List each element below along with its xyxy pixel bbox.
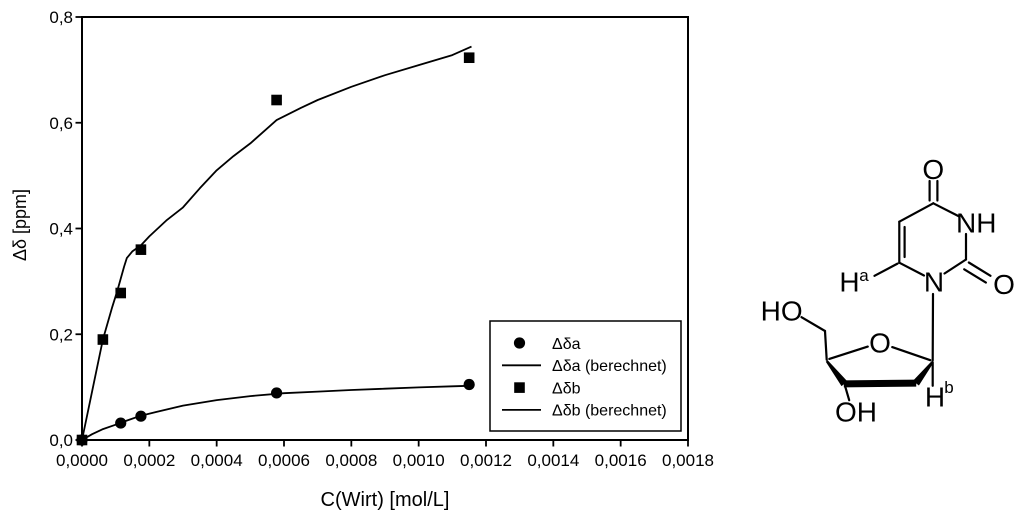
atom-label-ring-o: O (869, 327, 891, 358)
bond-c2-o-double-2 (963, 268, 988, 284)
bond-c5-c4 (898, 202, 935, 223)
binding-isotherm-chart: 0,0000 0,0002 0,0004 0,0006 0,0008 0,0010 0,00… (10, 8, 714, 511)
atom-label-hb: H (925, 382, 945, 413)
atom-label-ha-sup: a (859, 266, 869, 285)
y-axis-title: Δδ [ppm] (10, 189, 30, 261)
bond-c2-n1 (943, 258, 968, 275)
x-tick-label: 0,0016 (595, 451, 647, 470)
y-tick-label: 0,6 (49, 114, 73, 133)
data-point-square (135, 244, 147, 255)
legend-label-ddb-fit: Δδb (berechnet) (552, 403, 667, 420)
x-tick-label: 0,0006 (258, 451, 310, 470)
data-point-circle (463, 378, 475, 391)
bond-c3p-c2p-bold (843, 379, 917, 388)
atom-label-ho: HO (761, 296, 803, 327)
y-tick-label: 0,2 (49, 325, 73, 344)
x-tick-label: 0,0002 (123, 451, 175, 470)
wedge-c4p-c3p (825, 360, 848, 387)
atom-label-o-right: O (993, 269, 1015, 300)
x-tick-label: 0,0010 (393, 451, 445, 470)
legend-label-dda-fit: Δδa (berechnet) (552, 358, 667, 375)
legend-label-dda: Δδa (552, 336, 581, 353)
y-axis: 0,0 0,2 0,4 0,6 0,8 (49, 8, 81, 450)
bond-ho-c5p (800, 316, 827, 333)
data-point-square (115, 287, 127, 299)
wedge-c1p-c2p (912, 361, 934, 386)
x-tick-label: 0,0008 (325, 451, 377, 470)
bond-c2-o-double-1 (967, 261, 992, 277)
bond-n1-c6 (898, 261, 926, 277)
atom-label-oh: OH (835, 397, 877, 428)
atom-label-nh: NH (956, 208, 996, 239)
x-tick-label: 0,0000 (56, 451, 108, 470)
y-tick-label: 0,8 (49, 8, 73, 27)
bond-c3p-oh (843, 384, 851, 402)
x-tick-label: 0,0014 (527, 451, 579, 470)
x-tick-label: 0,0018 (662, 451, 714, 470)
legend-circle-marker (513, 337, 526, 349)
data-point-square (271, 94, 282, 106)
bond-o4p-c4p (828, 345, 869, 360)
atom-label-o-top: O (922, 154, 944, 185)
y-tick-label: 0,0 (49, 431, 73, 450)
x-axis: 0,0000 0,0002 0,0004 0,0006 0,0008 0,0010 0,00… (56, 441, 714, 470)
series-dda (76, 378, 475, 446)
legend-square-marker (514, 382, 525, 393)
atom-label-hb-sup: b (944, 378, 953, 397)
atom-label-ha: H (839, 267, 859, 298)
x-tick-label: 0,0004 (191, 451, 243, 470)
bond-c5p-c4p (823, 329, 828, 361)
molecule-structure: O NH O N H a O HO OH H b (761, 154, 1015, 428)
series-dda-fit (81, 384, 470, 441)
series-ddb-fit (81, 45, 472, 441)
data-point-square (463, 52, 475, 64)
bond-o4p-c1p (891, 346, 932, 362)
bond-c4-n3 (932, 202, 961, 218)
x-axis-title: C(Wirt) [mol/L] (321, 489, 450, 511)
y-tick-label: 0,4 (49, 220, 73, 239)
plot-frame (81, 16, 689, 441)
bond-c6-ha (873, 262, 899, 277)
legend: Δδa Δδa (berechnet) Δδb Δδb (berechnet) (489, 320, 682, 432)
atom-label-n1: N (924, 267, 944, 298)
x-tick-label: 0,0012 (460, 451, 512, 470)
legend-label-ddb: Δδb (552, 380, 581, 397)
